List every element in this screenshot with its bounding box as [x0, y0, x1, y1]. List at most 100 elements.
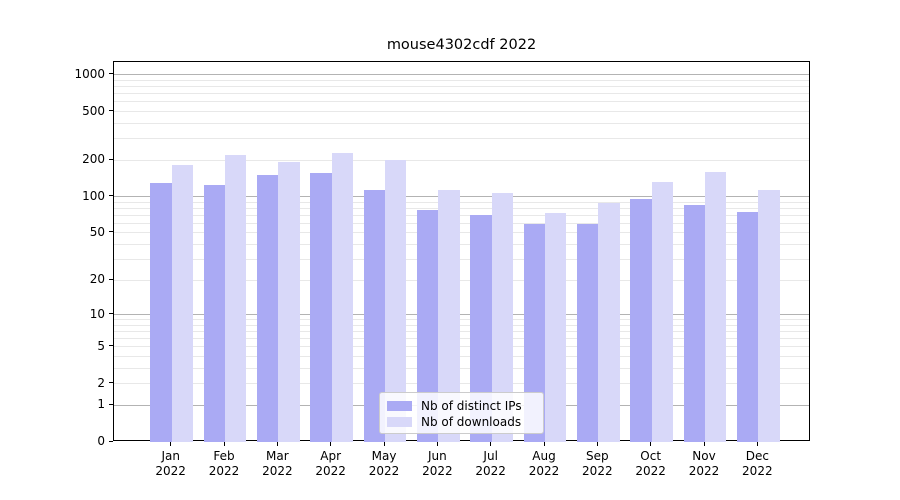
x-tick-Feb-2022	[223, 442, 225, 446]
gridline-4	[114, 355, 809, 357]
gridline-900	[114, 79, 809, 81]
gridline-5	[114, 346, 809, 348]
y-tick-10	[109, 313, 113, 315]
x-tick-label-May-2022: May 2022	[368, 449, 400, 478]
gridline-40	[114, 244, 809, 246]
y-tick-label-500: 500	[82, 103, 105, 118]
x-tick-Sep-2022	[596, 442, 598, 446]
gridline-90	[114, 201, 809, 203]
y-tick-500	[109, 110, 113, 112]
legend: Nb of distinct IPs Nb of downloads	[379, 392, 544, 434]
x-tick-Jun-2022	[436, 442, 438, 446]
y-tick-2	[109, 382, 113, 384]
gridline-9	[114, 319, 809, 321]
y-tick-5	[109, 345, 113, 347]
y-tick-200	[109, 158, 113, 160]
bar-ips-Apr-2022	[310, 173, 332, 442]
y-tick-0	[109, 440, 113, 442]
plot-area	[113, 61, 810, 442]
x-tick-Apr-2022	[330, 442, 332, 446]
bar-ips-May-2022	[363, 189, 385, 442]
bar-ips-Feb-2022	[203, 185, 225, 442]
x-tick-Nov-2022	[703, 442, 705, 446]
gridline-60	[114, 222, 809, 224]
gridline-2	[114, 383, 809, 385]
x-tick-Jan-2022	[170, 442, 172, 446]
bar-downloads-Mar-2022	[278, 162, 300, 442]
x-tick-label-Sep-2022: Sep 2022	[582, 449, 613, 478]
gridline-1000	[114, 74, 809, 76]
gridline-100	[114, 196, 809, 198]
gridline-700	[114, 93, 809, 95]
y-tick-20	[109, 278, 113, 280]
x-tick-May-2022	[383, 442, 385, 446]
bar-ips-Dec-2022	[737, 211, 759, 442]
bar-downloads-Dec-2022	[758, 190, 780, 442]
bar-ips-Aug-2022	[523, 223, 545, 442]
bar-downloads-Oct-2022	[651, 182, 673, 442]
gridline-80	[114, 207, 809, 209]
y-tick-1000	[109, 73, 113, 75]
gridline-70	[114, 214, 809, 216]
bar-downloads-Jun-2022	[438, 189, 460, 442]
legend-row-ips: Nb of distinct IPs	[387, 399, 535, 413]
y-tick-label-10: 10	[89, 306, 105, 321]
x-tick-label-Apr-2022: Apr 2022	[315, 449, 346, 478]
x-tick-Oct-2022	[650, 442, 652, 446]
x-tick-label-Aug-2022: Aug 2022	[528, 449, 560, 478]
y-tick-label-1: 1	[97, 397, 105, 412]
x-tick-Aug-2022	[543, 442, 545, 446]
bar-ips-Mar-2022	[257, 174, 279, 442]
bar-downloads-May-2022	[385, 159, 407, 442]
bar-downloads-Aug-2022	[545, 212, 567, 442]
x-tick-label-Dec-2022: Dec 2022	[742, 449, 773, 478]
x-tick-Mar-2022	[276, 442, 278, 446]
x-tick-label-Feb-2022: Feb 2022	[208, 449, 240, 478]
bar-downloads-Jan-2022	[171, 164, 193, 442]
bar-ips-Oct-2022	[630, 199, 652, 442]
gridline-3	[114, 367, 809, 369]
bar-downloads-Nov-2022	[705, 171, 727, 442]
y-tick-50	[109, 231, 113, 233]
bar-ips-Sep-2022	[577, 224, 599, 442]
y-tick-label-5: 5	[97, 338, 105, 353]
legend-label-downloads: Nb of downloads	[421, 415, 522, 429]
x-tick-label-Mar-2022: Mar 2022	[262, 449, 293, 478]
y-tick-label-50: 50	[89, 224, 105, 239]
x-tick-label-Jul-2022: Jul 2022	[475, 449, 506, 478]
gridline-10	[114, 314, 809, 316]
gridline-600	[114, 101, 809, 103]
y-tick-label-200: 200	[82, 152, 105, 167]
gridline-800	[114, 86, 809, 88]
bar-ips-Jan-2022	[150, 182, 172, 442]
bar-ips-Jul-2022	[470, 215, 492, 442]
gridline-7	[114, 330, 809, 332]
y-tick-label-0: 0	[97, 434, 105, 448]
gridline-6	[114, 338, 809, 340]
y-tick-label-20: 20	[89, 272, 105, 287]
bar-downloads-Feb-2022	[225, 154, 247, 442]
bar-downloads-Jul-2022	[491, 193, 513, 442]
chart-title: mouse4302cdf 2022	[386, 37, 537, 53]
x-tick-label-Jan-2022: Jan 2022	[155, 449, 186, 478]
gridline-8	[114, 324, 809, 326]
legend-label-ips: Nb of distinct IPs	[421, 399, 522, 413]
x-tick-label-Oct-2022: Oct 2022	[635, 449, 666, 478]
gridline-300	[114, 138, 809, 140]
x-tick-label-Jun-2022: Jun 2022	[422, 449, 453, 478]
y-tick-label-2: 2	[97, 375, 105, 390]
bar-downloads-Sep-2022	[598, 203, 620, 442]
x-tick-Jul-2022	[490, 442, 492, 446]
bar-downloads-Apr-2022	[331, 152, 353, 442]
gridline-400	[114, 122, 809, 124]
legend-swatch-downloads	[387, 417, 412, 427]
bar-ips-Jun-2022	[417, 209, 439, 442]
y-tick-100	[109, 195, 113, 197]
gridline-30	[114, 258, 809, 260]
gridline-500	[114, 111, 809, 113]
gridline-20	[114, 279, 809, 281]
legend-row-downloads: Nb of downloads	[387, 415, 535, 429]
gridline-200	[114, 159, 809, 161]
bar-ips-Nov-2022	[683, 204, 705, 442]
